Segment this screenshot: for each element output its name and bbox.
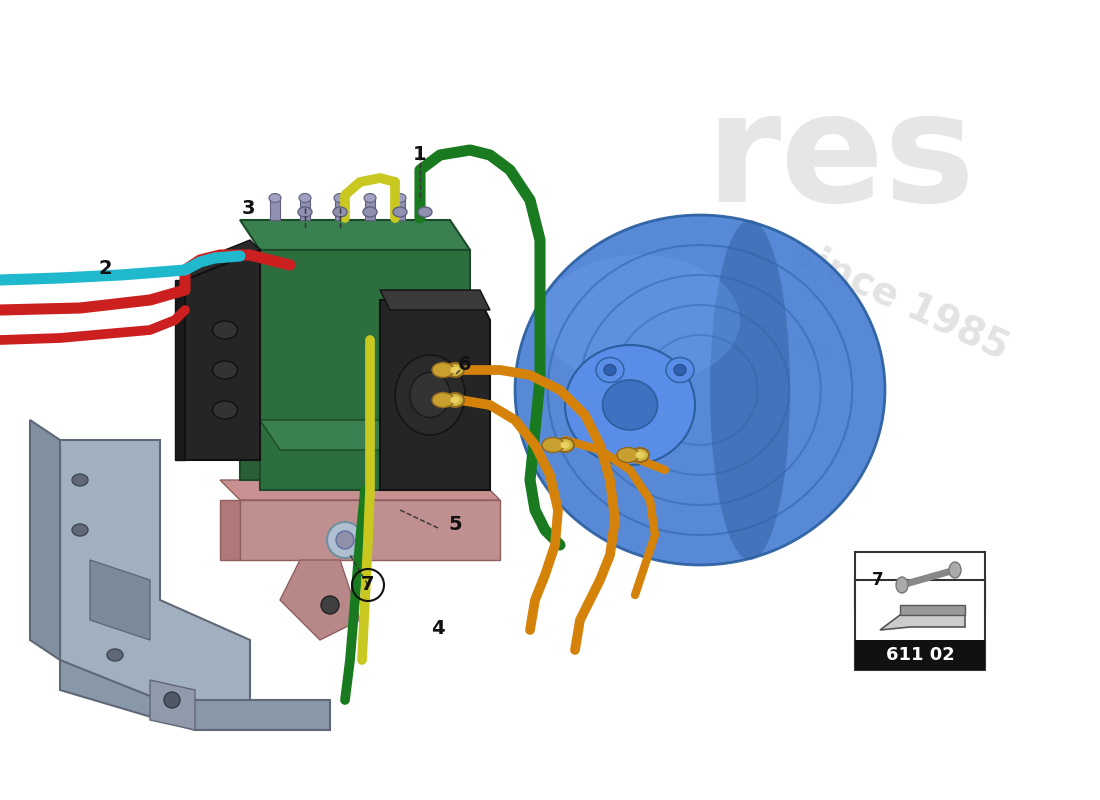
- Text: 611 02: 611 02: [886, 646, 955, 664]
- Ellipse shape: [299, 194, 311, 202]
- Ellipse shape: [432, 362, 454, 378]
- Ellipse shape: [107, 649, 123, 661]
- Circle shape: [321, 596, 339, 614]
- Ellipse shape: [72, 474, 88, 486]
- Ellipse shape: [418, 207, 432, 217]
- Polygon shape: [60, 440, 250, 720]
- Ellipse shape: [565, 345, 695, 465]
- Ellipse shape: [333, 207, 346, 217]
- Ellipse shape: [410, 373, 450, 418]
- Ellipse shape: [596, 358, 624, 382]
- Polygon shape: [60, 660, 330, 730]
- Ellipse shape: [270, 194, 280, 202]
- Ellipse shape: [394, 194, 406, 202]
- Polygon shape: [336, 200, 345, 220]
- Polygon shape: [220, 500, 240, 560]
- Polygon shape: [270, 200, 280, 220]
- Ellipse shape: [542, 438, 564, 453]
- Ellipse shape: [949, 562, 961, 578]
- Ellipse shape: [395, 355, 465, 435]
- Ellipse shape: [212, 401, 238, 419]
- Text: 7: 7: [872, 571, 883, 589]
- Polygon shape: [880, 615, 965, 630]
- Polygon shape: [900, 605, 965, 615]
- Polygon shape: [260, 250, 470, 490]
- Ellipse shape: [334, 194, 346, 202]
- Polygon shape: [379, 290, 490, 310]
- Polygon shape: [90, 560, 150, 640]
- Polygon shape: [260, 420, 490, 450]
- Circle shape: [336, 531, 354, 549]
- Ellipse shape: [364, 194, 376, 202]
- Polygon shape: [175, 240, 260, 280]
- Ellipse shape: [451, 366, 460, 374]
- Text: since 1985: since 1985: [785, 233, 1014, 367]
- Ellipse shape: [561, 442, 570, 449]
- Ellipse shape: [446, 393, 464, 407]
- Ellipse shape: [363, 207, 377, 217]
- Polygon shape: [300, 200, 310, 220]
- Ellipse shape: [666, 358, 694, 382]
- Polygon shape: [175, 280, 185, 460]
- Text: passion for parts: passion for parts: [608, 248, 832, 372]
- Polygon shape: [240, 220, 470, 250]
- Ellipse shape: [451, 397, 460, 403]
- Text: 7: 7: [361, 575, 375, 594]
- Ellipse shape: [604, 365, 616, 375]
- Ellipse shape: [896, 577, 907, 593]
- Text: 4: 4: [431, 618, 444, 638]
- Polygon shape: [365, 200, 375, 220]
- Polygon shape: [280, 560, 360, 640]
- Text: 5: 5: [448, 515, 462, 534]
- Ellipse shape: [603, 380, 658, 430]
- Ellipse shape: [556, 438, 574, 452]
- Text: 2: 2: [98, 258, 112, 278]
- Ellipse shape: [674, 365, 686, 375]
- Bar: [855, 640, 984, 670]
- Polygon shape: [220, 480, 500, 500]
- Polygon shape: [185, 250, 260, 460]
- Polygon shape: [395, 200, 405, 220]
- Text: 1: 1: [414, 146, 427, 165]
- Ellipse shape: [298, 207, 312, 217]
- Ellipse shape: [212, 361, 238, 379]
- Text: res: res: [705, 86, 975, 234]
- FancyBboxPatch shape: [855, 580, 984, 670]
- Polygon shape: [240, 500, 501, 560]
- Ellipse shape: [393, 207, 407, 217]
- Polygon shape: [30, 420, 60, 660]
- Ellipse shape: [636, 451, 645, 458]
- Ellipse shape: [515, 215, 886, 565]
- Ellipse shape: [710, 220, 790, 560]
- Polygon shape: [150, 680, 195, 730]
- Ellipse shape: [617, 447, 639, 462]
- Circle shape: [327, 522, 363, 558]
- Polygon shape: [379, 300, 490, 490]
- FancyBboxPatch shape: [855, 552, 984, 608]
- Ellipse shape: [212, 321, 238, 339]
- Polygon shape: [240, 250, 260, 480]
- Ellipse shape: [446, 363, 464, 377]
- Ellipse shape: [72, 524, 88, 536]
- Ellipse shape: [432, 393, 454, 407]
- Text: 6: 6: [459, 355, 472, 374]
- Circle shape: [164, 692, 180, 708]
- Ellipse shape: [540, 255, 740, 385]
- Text: 3: 3: [241, 198, 255, 218]
- Ellipse shape: [631, 448, 649, 462]
